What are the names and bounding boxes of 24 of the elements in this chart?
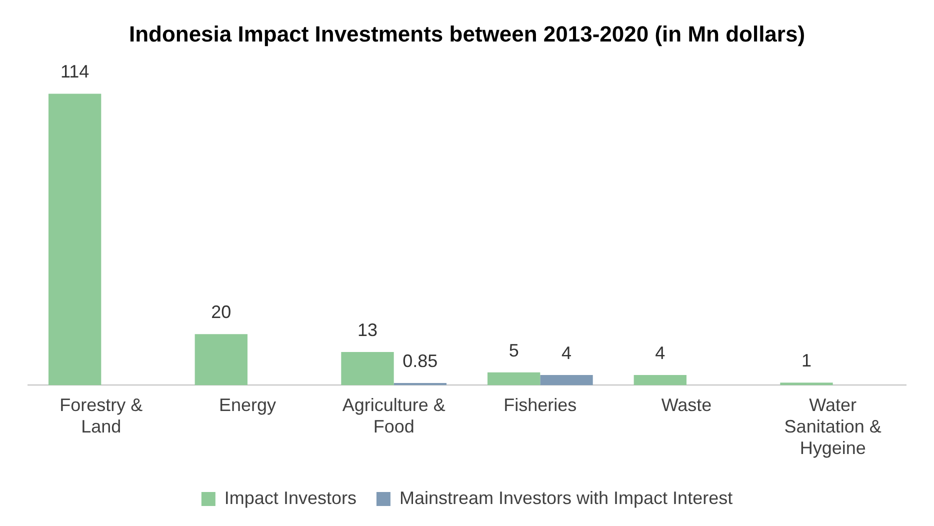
- bar: [540, 374, 593, 386]
- data-label: 4: [562, 342, 572, 363]
- bar: [634, 374, 686, 386]
- bar: [341, 352, 394, 386]
- x-tick-label: Agriculture & Food: [342, 394, 446, 437]
- chart-title: Indonesia Impact Investments between 2013-2020 (in Mn dollars): [128, 21, 806, 46]
- bar: [48, 94, 102, 386]
- data-label: 13: [357, 320, 378, 340]
- data-label: 0.85: [402, 350, 438, 371]
- legend-label: Impact Investors: [224, 488, 356, 508]
- bar: [780, 382, 833, 386]
- data-label: 1: [801, 350, 812, 371]
- bar: [194, 334, 248, 386]
- x-tick-label: Energy: [218, 394, 276, 415]
- x-tick-label: Water Sanitation & Hygeine: [784, 394, 882, 458]
- bar: [487, 372, 540, 386]
- x-tick-label: Forestry & Land: [60, 394, 143, 437]
- legend-label: Mainstream Investors with Impact Interest: [399, 488, 733, 508]
- data-label: 4: [655, 342, 666, 363]
- data-label: 5: [508, 340, 519, 360]
- x-tick-label: Fisheries: [504, 394, 577, 415]
- data-label: 114: [60, 62, 90, 82]
- data-label: 20: [211, 302, 232, 322]
- x-tick-label: Waste: [661, 394, 712, 415]
